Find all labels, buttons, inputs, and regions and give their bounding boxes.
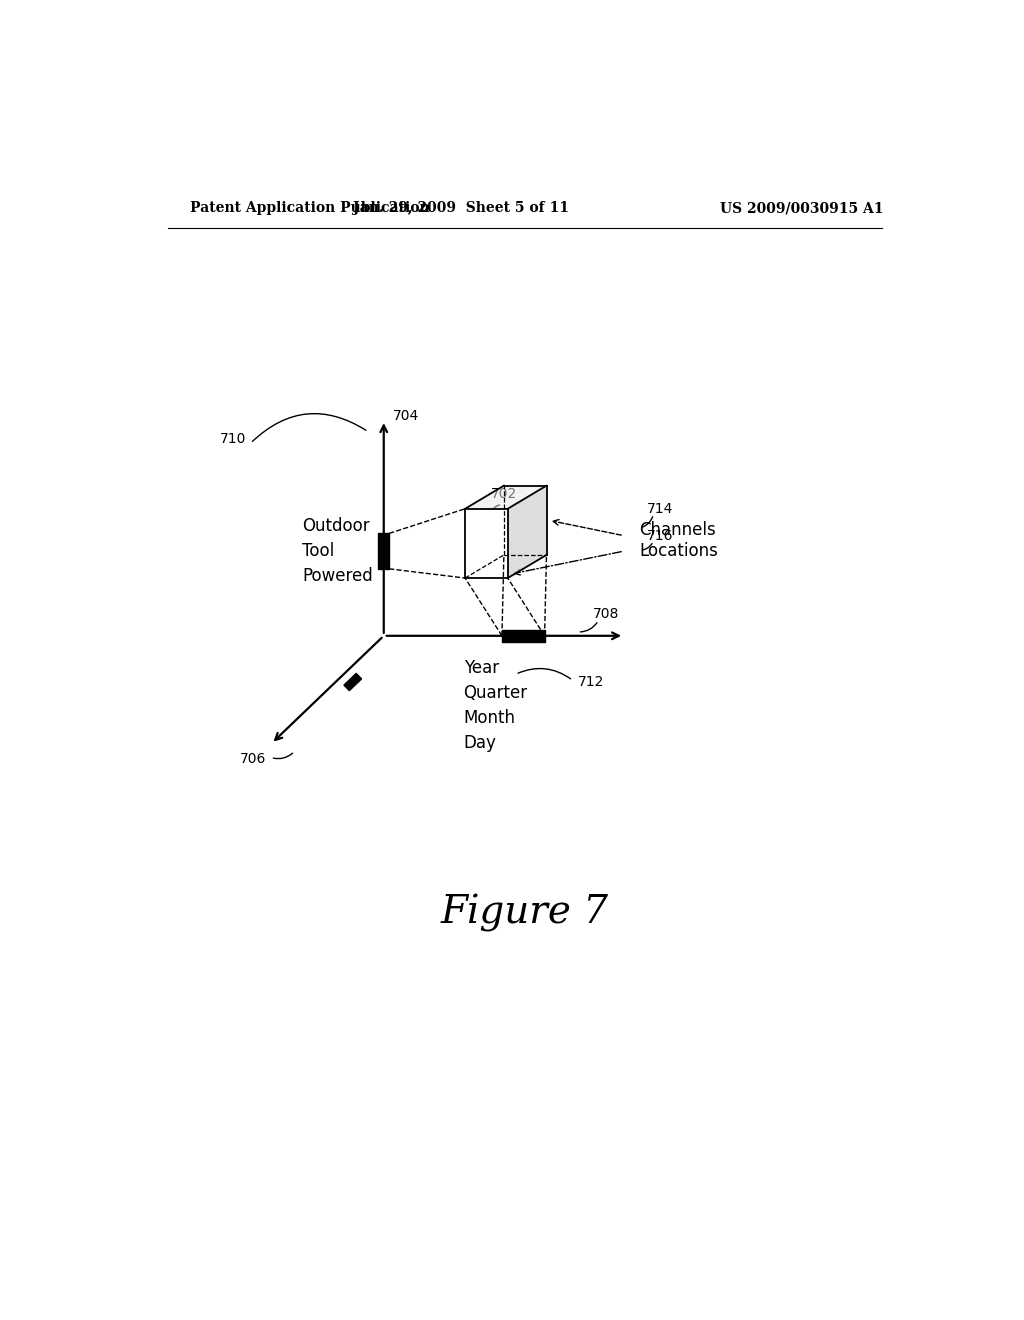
Text: Patent Application Publication: Patent Application Publication bbox=[190, 202, 430, 215]
Text: 708: 708 bbox=[593, 607, 620, 622]
Polygon shape bbox=[344, 673, 361, 690]
Text: Channels: Channels bbox=[640, 521, 716, 540]
Bar bbox=[502, 630, 545, 642]
Text: Outdoor
Tool
Powered: Outdoor Tool Powered bbox=[302, 517, 373, 585]
Text: 702: 702 bbox=[490, 487, 517, 502]
Text: Jan. 29, 2009  Sheet 5 of 11: Jan. 29, 2009 Sheet 5 of 11 bbox=[353, 202, 569, 215]
Text: Locations: Locations bbox=[640, 543, 719, 560]
Text: 714: 714 bbox=[647, 502, 674, 516]
Bar bbox=[378, 533, 389, 569]
Polygon shape bbox=[465, 486, 547, 508]
Text: 712: 712 bbox=[578, 675, 604, 689]
Text: 706: 706 bbox=[240, 752, 266, 766]
Text: 710: 710 bbox=[219, 433, 246, 446]
Text: 716: 716 bbox=[647, 529, 674, 543]
Polygon shape bbox=[508, 486, 547, 578]
Text: 704: 704 bbox=[393, 409, 419, 424]
Text: Year
Quarter
Month
Day: Year Quarter Month Day bbox=[464, 659, 527, 752]
Text: Figure 7: Figure 7 bbox=[440, 894, 609, 932]
Text: US 2009/0030915 A1: US 2009/0030915 A1 bbox=[721, 202, 884, 215]
